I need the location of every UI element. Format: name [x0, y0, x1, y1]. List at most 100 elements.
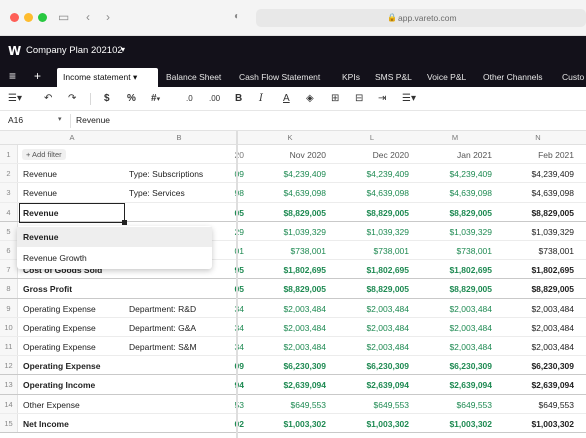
row-number[interactable]: 6	[0, 241, 18, 260]
row-number[interactable]: 2	[0, 164, 18, 183]
cell-value[interactable]: 09	[234, 169, 244, 180]
italic-button[interactable]: I	[259, 93, 263, 104]
cell-value[interactable]: $738,001	[373, 246, 409, 256]
vareto-logo[interactable]: W	[8, 44, 21, 58]
indent-icon[interactable]: ⇥	[378, 93, 387, 104]
cell-b[interactable]: Department: G&A	[129, 322, 197, 333]
cell-value[interactable]: 98	[234, 188, 244, 199]
add-sheet-icon[interactable]: +	[34, 69, 42, 83]
cell-value[interactable]: $1,802,695	[449, 265, 492, 276]
cell-value[interactable]: $2,003,484	[449, 342, 492, 352]
cell-value[interactable]: $4,639,098	[449, 188, 492, 199]
cell-b[interactable]: Department: S&M	[129, 342, 197, 352]
cell-value[interactable]: $2,003,484	[531, 303, 574, 314]
cell-value[interactable]: $2,003,484	[366, 322, 409, 333]
cell-value[interactable]: $1,039,329	[449, 226, 492, 237]
tab-kpis[interactable]: KPIs	[342, 72, 360, 82]
row-number[interactable]: 8	[0, 279, 18, 298]
chevron-down-icon[interactable]: ▾	[58, 116, 62, 123]
active-cell[interactable]	[19, 203, 125, 223]
cell-value[interactable]: $2,639,094	[531, 380, 574, 391]
cell-value[interactable]: $8,829,005	[531, 284, 574, 295]
tab-voice-pl[interactable]: Voice P&L	[427, 72, 467, 82]
tab-cash-flow-statement[interactable]: Cash Flow Statement	[239, 72, 321, 82]
borders-icon[interactable]: ⊞	[331, 93, 340, 104]
row-number[interactable]: 3	[0, 183, 18, 202]
increase-decimals-button[interactable]: .00	[209, 94, 221, 103]
tab-other-channels[interactable]: Other Channels	[483, 72, 543, 82]
address-bar[interactable]: 🔒 app.vareto.com	[256, 9, 586, 27]
cell-value[interactable]: $4,239,409	[449, 169, 492, 180]
percent-format-button[interactable]: %	[127, 93, 136, 104]
cell-a[interactable]: Operating Expense	[23, 322, 96, 333]
cell-value[interactable]: $2,003,484	[531, 342, 574, 352]
cell-value[interactable]: $1,003,302	[449, 418, 492, 429]
cell-value[interactable]: $2,003,484	[449, 322, 492, 333]
add-filter-button[interactable]: + Add filter	[22, 149, 66, 160]
cell-value[interactable]: $6,230,309	[531, 361, 574, 372]
column-header-b[interactable]: B	[176, 133, 182, 142]
cell-value[interactable]: $2,003,484	[531, 322, 574, 333]
cell-value[interactable]: $1,802,695	[283, 265, 326, 276]
cell-value[interactable]: $4,639,098	[366, 188, 409, 199]
cell-value[interactable]: $6,230,309	[366, 361, 409, 372]
sidebar-toggle-icon[interactable]: ▭	[58, 10, 70, 24]
minimize-window-button[interactable]	[24, 13, 33, 22]
cell-value[interactable]: $8,829,005	[366, 284, 409, 295]
cell-value[interactable]: $4,639,098	[283, 188, 326, 199]
cell-value[interactable]: 34	[234, 342, 244, 352]
cell-value[interactable]: $1,039,329	[283, 226, 326, 237]
cell-value[interactable]: $4,239,409	[531, 169, 574, 180]
plan-title[interactable]: Company Plan 202102	[26, 45, 123, 56]
cell-value[interactable]: $6,230,309	[449, 361, 492, 372]
row-number[interactable]: 13	[0, 375, 18, 394]
cell-value[interactable]: $2,003,484	[283, 303, 326, 314]
cell-value[interactable]: $8,829,005	[449, 284, 492, 295]
cell-value[interactable]: $2,003,484	[366, 342, 409, 352]
tab-customers[interactable]: Custo	[562, 72, 585, 82]
cell-b[interactable]: Type: Services	[129, 188, 185, 199]
cell-b[interactable]: Department: R&D	[129, 303, 197, 314]
cell-reference[interactable]: A16	[8, 115, 24, 125]
undo-icon[interactable]: ↶	[44, 93, 53, 104]
autocomplete-item-revenue[interactable]: Revenue	[17, 227, 212, 247]
cell-value[interactable]: $6,230,309	[283, 361, 326, 372]
cell-value[interactable]: 05	[234, 207, 244, 218]
chevron-down-icon[interactable]: ▾	[121, 45, 126, 54]
cell-a[interactable]: Other Expense	[23, 399, 80, 410]
cell-value[interactable]: $738,001	[290, 246, 326, 256]
cell-value[interactable]: $2,003,484	[449, 303, 492, 314]
text-color-button[interactable]: A	[283, 93, 290, 104]
cell-value[interactable]: 05	[234, 284, 244, 295]
tab-income-statement[interactable]: Income statement ▾	[57, 68, 158, 87]
cell-value[interactable]: $8,829,005	[366, 207, 409, 218]
cell-value[interactable]: $1,003,302	[366, 418, 409, 429]
cell-value[interactable]: $2,003,484	[366, 303, 409, 314]
row-number[interactable]: 4	[0, 202, 18, 221]
frozen-columns-divider[interactable]	[236, 131, 238, 438]
number-format-button[interactable]: #▾	[151, 92, 160, 106]
row-number[interactable]: 15	[0, 413, 18, 432]
cell-value[interactable]: $1,039,329	[531, 226, 574, 237]
cell-value[interactable]: $4,239,409	[366, 169, 409, 180]
column-header-a[interactable]: A	[69, 133, 75, 142]
row-number[interactable]: 1	[0, 145, 18, 164]
column-header-k[interactable]: K	[287, 133, 293, 142]
cell-value[interactable]: $1,802,695	[366, 265, 409, 276]
cell-a[interactable]: Operating Expense	[23, 361, 101, 372]
fill-color-icon[interactable]: ◈	[306, 93, 314, 104]
cell-a[interactable]: Net Income	[23, 418, 69, 429]
cell-value[interactable]: $1,003,302	[283, 418, 326, 429]
cell-value[interactable]: $8,829,005	[531, 207, 574, 218]
cell-a[interactable]: Revenue	[23, 188, 58, 199]
cell-value[interactable]: $2,003,484	[283, 342, 326, 352]
forward-icon[interactable]: ›	[106, 10, 110, 24]
autocomplete-item-revenue-growth[interactable]: Revenue Growth	[23, 253, 87, 263]
cell-value[interactable]: $2,639,094	[366, 380, 409, 391]
cell-a[interactable]: Cost of Goods Sold	[23, 265, 103, 276]
close-window-button[interactable]	[10, 13, 19, 22]
cell-value[interactable]: 53	[234, 399, 244, 410]
active-cell-text[interactable]: Revenue	[23, 207, 59, 218]
row-number[interactable]: 10	[0, 317, 18, 336]
row-number[interactable]: 5	[0, 221, 18, 240]
